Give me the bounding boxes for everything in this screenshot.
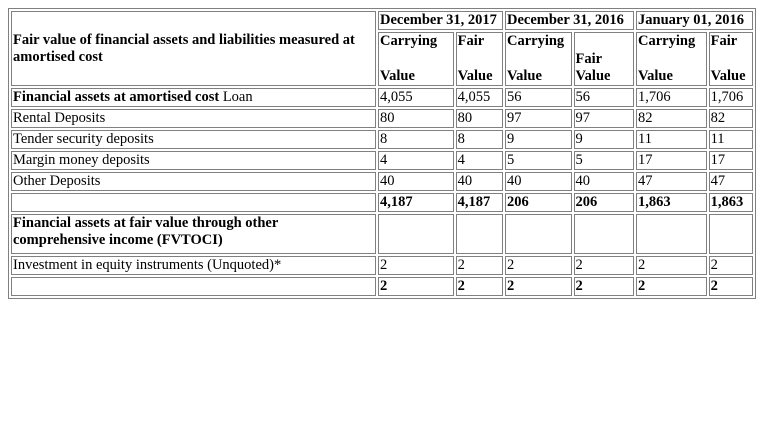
section-header-row: Financial assets at fair value through o… <box>11 214 753 254</box>
row-label: Financial assets at amortised cost Loan <box>11 88 376 107</box>
cell-value: 4 <box>378 151 454 170</box>
row-label <box>11 193 376 212</box>
cell-value: 1,706 <box>708 88 753 107</box>
empty-cell <box>504 214 572 254</box>
cell-value: 82 <box>708 109 753 128</box>
empty-cell <box>455 214 503 254</box>
total-value: 2 <box>636 277 707 296</box>
cell-value: 17 <box>708 151 753 170</box>
table-row: Margin money deposits 4 4 5 5 17 17 <box>11 151 753 170</box>
cell-value: 11 <box>636 130 707 149</box>
cell-value: 2 <box>455 256 503 275</box>
cell-value: 9 <box>504 130 572 149</box>
cell-value: 80 <box>378 109 454 128</box>
cell-value: 56 <box>504 88 572 107</box>
fair-value-header: Fair Value <box>455 32 503 86</box>
cell-value: 5 <box>504 151 572 170</box>
total-value: 4,187 <box>455 193 503 212</box>
empty-cell <box>708 214 753 254</box>
table-row: Tender security deposits 8 8 9 9 11 11 <box>11 130 753 149</box>
cell-value: 47 <box>636 172 707 191</box>
total-value: 206 <box>504 193 572 212</box>
cell-value: 2 <box>504 256 572 275</box>
empty-cell <box>378 214 454 254</box>
cell-value: 40 <box>504 172 572 191</box>
cell-value: 40 <box>455 172 503 191</box>
value-type-header-row: Carrying Value Fair Value Carrying Value Fa… <box>11 32 753 86</box>
cell-value: 2 <box>636 256 707 275</box>
empty-cell <box>636 214 707 254</box>
cell-value: 2 <box>378 256 454 275</box>
corner-label: Fair value of financial assets and liabi… <box>11 11 376 86</box>
total-value: 2 <box>455 277 503 296</box>
row-label <box>11 277 376 296</box>
total-row: 2 2 2 2 2 2 <box>11 277 753 296</box>
row-label: Other Deposits <box>11 172 376 191</box>
total-value: 2 <box>708 277 753 296</box>
row-label: Investment in equity instruments (Unquot… <box>11 256 376 275</box>
table-row: Rental Deposits 80 80 97 97 82 82 <box>11 109 753 128</box>
total-value: 1,863 <box>708 193 753 212</box>
total-value: 2 <box>573 277 635 296</box>
cell-value: 2 <box>573 256 635 275</box>
cell-value: 4,055 <box>378 88 454 107</box>
total-value: 2 <box>504 277 572 296</box>
cell-value: 8 <box>455 130 503 149</box>
cell-value: 5 <box>573 151 635 170</box>
table-row: Other Deposits 40 40 40 40 47 47 <box>11 172 753 191</box>
table-row: Investment in equity instruments (Unquot… <box>11 256 753 275</box>
period-header-row: Fair value of financial assets and liabi… <box>11 11 753 86</box>
section-label-fvtoci: Financial assets at fair value through o… <box>11 214 376 254</box>
total-value: 206 <box>573 193 635 212</box>
total-value: 4,187 <box>378 193 454 212</box>
cell-value: 40 <box>378 172 454 191</box>
cell-value: 1,706 <box>636 88 707 107</box>
cell-value: 47 <box>708 172 753 191</box>
cell-value: 9 <box>573 130 635 149</box>
period-header-2016: December 31, 2016 <box>504 11 635 30</box>
cell-value: 2 <box>708 256 753 275</box>
period-header-2017: December 31, 2017 <box>378 11 503 30</box>
cell-value: 40 <box>573 172 635 191</box>
cell-value: 82 <box>636 109 707 128</box>
cell-value: 97 <box>504 109 572 128</box>
total-value: 2 <box>378 277 454 296</box>
row-label: Rental Deposits <box>11 109 376 128</box>
total-value: 1,863 <box>636 193 707 212</box>
total-row: 4,187 4,187 206 206 1,863 1,863 <box>11 193 753 212</box>
cell-value: 4 <box>455 151 503 170</box>
cell-value: 80 <box>455 109 503 128</box>
cell-value: 17 <box>636 151 707 170</box>
carrying-value-header: Carrying Value <box>636 32 707 86</box>
fair-value-header: Fair Value <box>708 32 753 86</box>
row-label: Tender security deposits <box>11 130 376 149</box>
fair-value-header: Fair Value <box>573 32 635 86</box>
empty-cell <box>573 214 635 254</box>
row-label: Margin money deposits <box>11 151 376 170</box>
carrying-value-header: Carrying Value <box>504 32 572 86</box>
carrying-value-header: Carrying Value <box>378 32 454 86</box>
cell-value: 11 <box>708 130 753 149</box>
table-row: Financial assets at amortised cost Loan … <box>11 88 753 107</box>
cell-value: 56 <box>573 88 635 107</box>
fair-value-table: Fair value of financial assets and liabi… <box>8 8 756 299</box>
period-header-jan-2016: January 01, 2016 <box>636 11 753 30</box>
cell-value: 4,055 <box>455 88 503 107</box>
cell-value: 97 <box>573 109 635 128</box>
cell-value: 8 <box>378 130 454 149</box>
